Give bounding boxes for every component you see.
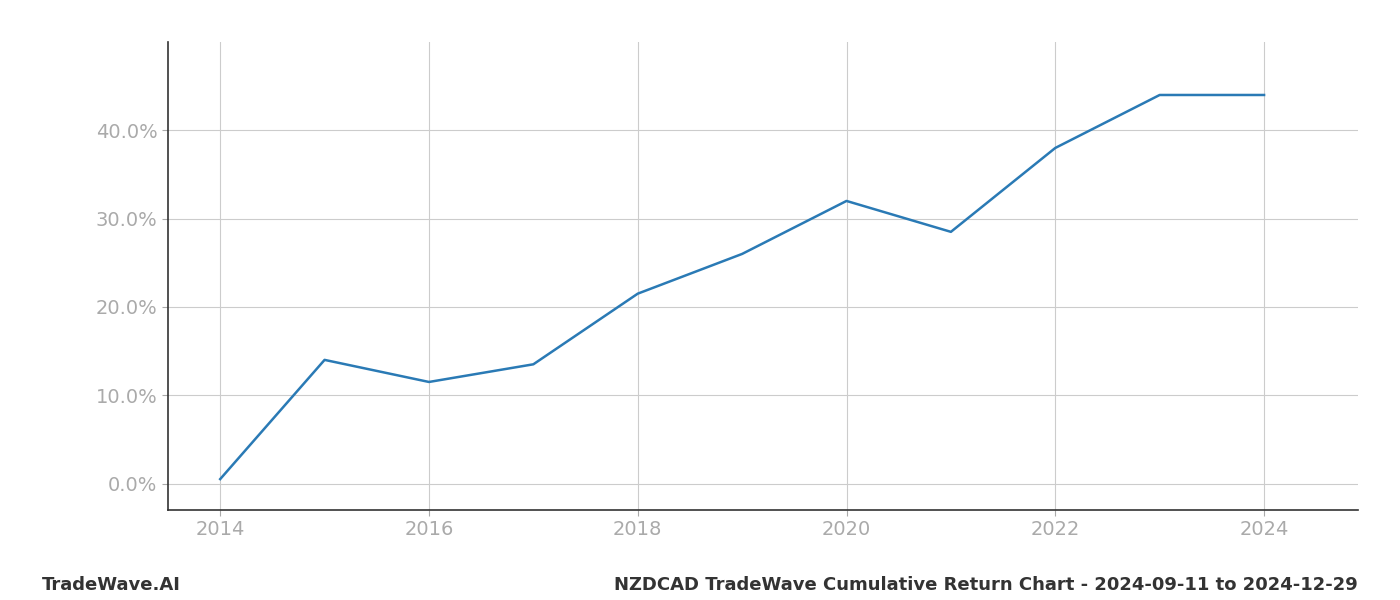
Text: TradeWave.AI: TradeWave.AI	[42, 576, 181, 594]
Text: NZDCAD TradeWave Cumulative Return Chart - 2024-09-11 to 2024-12-29: NZDCAD TradeWave Cumulative Return Chart…	[615, 576, 1358, 594]
